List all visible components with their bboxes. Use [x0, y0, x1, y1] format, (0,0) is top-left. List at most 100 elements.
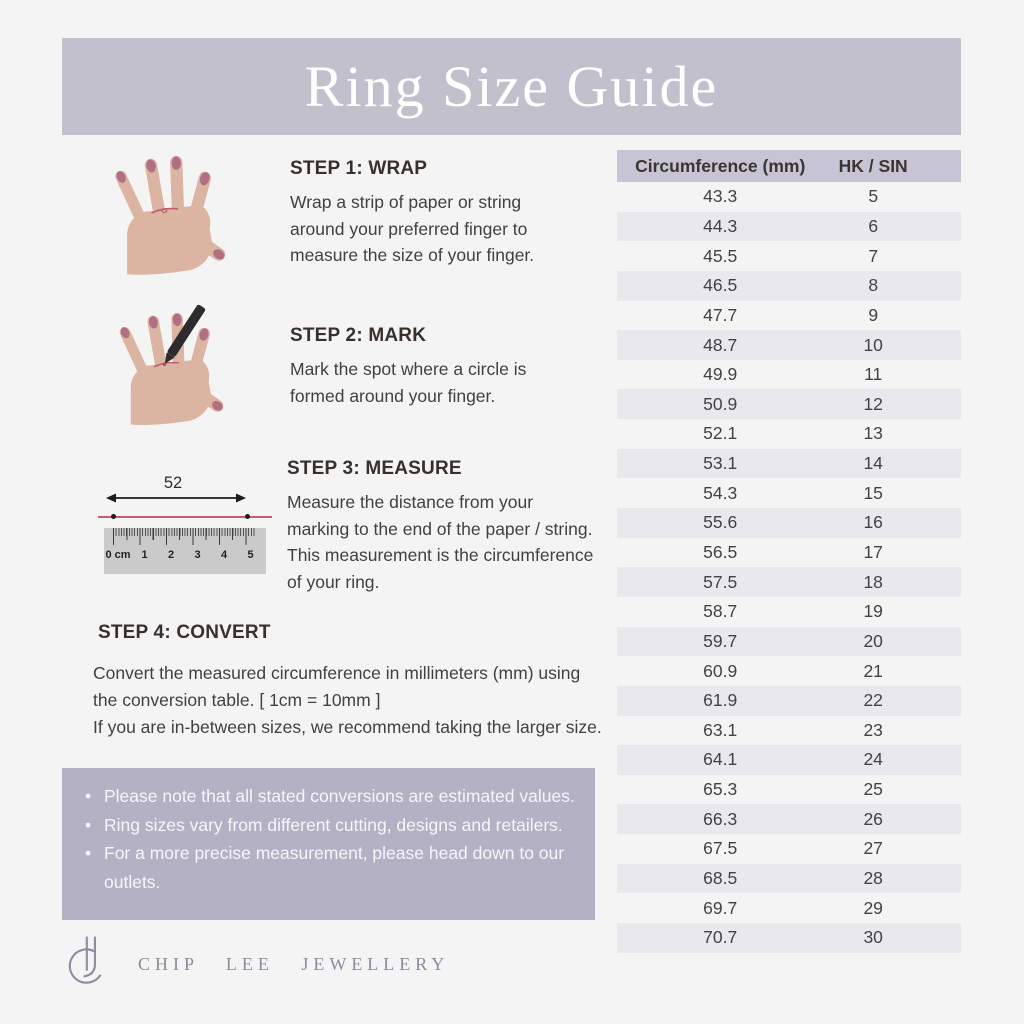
- ruler-tick-label: 1: [141, 549, 148, 561]
- table-row: 53.1 14: [617, 448, 961, 479]
- table-row: 70.7 30: [617, 923, 961, 953]
- circumference-value: 53.1: [703, 453, 738, 474]
- circumference-value: 68.5: [703, 868, 738, 889]
- hk-sin-value: 19: [863, 601, 883, 622]
- hk-sin-value: 15: [863, 482, 883, 503]
- table-row: 55.6 16: [617, 508, 961, 538]
- table-row: 66.3 26: [617, 804, 961, 835]
- double-arrow-icon: [106, 493, 246, 503]
- circumference-value: 43.3: [703, 186, 738, 207]
- table-row: 50.9 12: [617, 389, 961, 420]
- step-1-description: Wrap a strip of paper or string around y…: [290, 192, 535, 265]
- table-row: 46.5 8: [617, 270, 961, 301]
- circumference-value: 67.5: [703, 838, 738, 859]
- hk-sin-value: 24: [863, 749, 883, 770]
- note-item: For a more precise measurement, please h…: [78, 839, 577, 896]
- circumference-value: 58.7: [703, 601, 738, 622]
- hk-sin-value: 30: [863, 927, 883, 948]
- circumference-value: 63.1: [703, 719, 738, 740]
- hk-sin-value: 13: [863, 423, 883, 444]
- table-row: 68.5 28: [617, 863, 961, 894]
- ruler-tick-label: 5: [247, 549, 254, 561]
- hk-sin-value: 27: [863, 838, 883, 859]
- circumference-value: 59.7: [703, 630, 738, 651]
- hk-sin-column-header: HK / SIN: [838, 155, 908, 176]
- note-item: Ring sizes vary from different cutting, …: [78, 811, 577, 840]
- hk-sin-value: 25: [863, 779, 883, 800]
- ruler-tick-label: 3: [194, 549, 201, 561]
- table-row: 69.7 29: [617, 893, 961, 923]
- step-2-description: Mark the spot where a circle is formed a…: [290, 359, 527, 406]
- note-item: Please note that all stated conversions …: [78, 782, 577, 811]
- hk-sin-value: 8: [868, 275, 879, 296]
- circumference-value: 57.5: [703, 571, 738, 592]
- circumference-value: 46.5: [703, 275, 738, 296]
- hk-sin-value: 28: [863, 868, 883, 889]
- hk-sin-value: 29: [863, 897, 883, 918]
- brand-name: CHIP LEE JEWELLERY: [138, 953, 450, 974]
- circumference-value: 69.7: [703, 897, 738, 918]
- table-row: 63.1 23: [617, 716, 961, 746]
- table-row: 44.3 6: [617, 211, 961, 242]
- ruler-tick-label: 0 cm: [105, 549, 131, 561]
- hk-sin-value: 6: [868, 215, 879, 236]
- table-row: 45.5 7: [617, 241, 961, 271]
- circumference-column-header: Circumference (mm): [635, 155, 806, 176]
- header-banner: Ring Size Guide: [62, 38, 961, 135]
- table-row: 57.5 18: [617, 567, 961, 597]
- step-3-heading: STEP 3: MEASURE: [287, 458, 462, 479]
- page-title: Ring Size Guide: [304, 54, 719, 119]
- table-row: 64.1 24: [617, 745, 961, 775]
- circumference-value: 44.3: [703, 215, 738, 236]
- step-2-heading: STEP 2: MARK: [290, 325, 427, 346]
- circumference-value: 48.7: [703, 334, 738, 355]
- circumference-value: 66.3: [703, 808, 738, 829]
- table-row: 48.7 10: [617, 330, 961, 360]
- step-3-block: STEP 3: MEASURE Measure the distance fro…: [287, 458, 627, 595]
- circumference-value: 47.7: [703, 304, 738, 325]
- ruler-illustration: 52 0 cm 1 2 3 4 5: [98, 472, 274, 576]
- step-4-description: Convert the measured circumference in mi…: [93, 663, 602, 737]
- string-mark-dot: [245, 514, 250, 519]
- table-row: 60.9 21: [617, 656, 961, 686]
- circumference-value: 70.7: [703, 927, 738, 948]
- hk-sin-value: 26: [863, 808, 883, 829]
- circumference-value: 55.6: [703, 512, 738, 533]
- step-1-block: STEP 1: WRAP Wrap a strip of paper or st…: [290, 158, 620, 269]
- hk-sin-value: 23: [863, 719, 883, 740]
- table-row: 54.3 15: [617, 478, 961, 508]
- hk-sin-value: 14: [863, 453, 883, 474]
- string-line: [98, 516, 272, 519]
- table-row: 47.7 9: [617, 301, 961, 331]
- hk-sin-value: 10: [863, 334, 883, 355]
- hk-sin-value: 9: [868, 304, 879, 325]
- step-2-block: STEP 2: MARK Mark the spot where a circl…: [290, 325, 620, 409]
- table-row: 59.7 20: [617, 626, 961, 657]
- hk-sin-value: 22: [863, 690, 883, 711]
- circumference-value: 54.3: [703, 482, 738, 503]
- hk-sin-value: 7: [868, 245, 879, 266]
- hk-sin-value: 18: [863, 571, 883, 592]
- table-body: 43.3 5 44.3 6 45.5 7 46.5 8 47.7 9 48.7 10 49.9 11 50.…: [617, 182, 961, 953]
- hk-sin-value: 11: [864, 364, 883, 385]
- circumference-value: 64.1: [703, 749, 738, 770]
- table-row: 65.3 25: [617, 775, 961, 805]
- ruler-tick-label: 2: [167, 549, 175, 561]
- hand-pen-illustration: [119, 304, 225, 426]
- table-header-row: Circumference (mm) HK / SIN: [617, 150, 961, 182]
- notes-list: Please note that all stated conversions …: [78, 782, 577, 896]
- circumference-value: 60.9: [703, 660, 738, 681]
- hk-sin-value: 12: [863, 393, 883, 414]
- circumference-value: 45.5: [703, 245, 738, 266]
- chip-lee-logo-icon: [68, 936, 102, 984]
- pen-icon: [164, 304, 206, 364]
- brand-footer: CHIP LEE JEWELLERY: [60, 930, 449, 992]
- size-conversion-table: Circumference (mm) HK / SIN 43.3 5 44.3 6 45…: [617, 150, 961, 953]
- string-mark-dot: [111, 514, 116, 519]
- circumference-value: 50.9: [703, 393, 738, 414]
- ruler-body: 0 cm 1 2 3 4 5: [104, 528, 266, 574]
- notes-box: Please note that all stated conversions …: [62, 768, 595, 920]
- hk-sin-value: 20: [863, 630, 883, 651]
- hk-sin-value: 17: [863, 542, 883, 562]
